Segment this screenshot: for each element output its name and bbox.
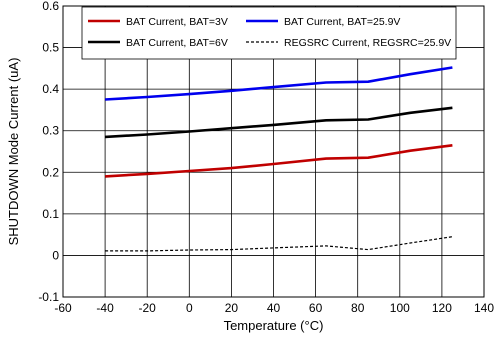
legend-label-1: BAT Current, BAT=25.9V	[284, 16, 400, 28]
x-tick-label: 140	[474, 301, 494, 315]
x-tick-label: 60	[309, 301, 323, 315]
x-tick-label: 80	[351, 301, 365, 315]
y-tick-label: 0.6	[42, 0, 59, 13]
x-tick-label: -60	[54, 301, 72, 315]
y-tick-label: 0.1	[42, 207, 59, 221]
y-tick-label: 0	[52, 248, 59, 262]
series-lines	[105, 66, 453, 252]
legend-box	[81, 6, 457, 60]
y-tick-label: 0.3	[42, 124, 59, 138]
x-tick-label: 40	[267, 301, 281, 315]
x-tick-label: 100	[390, 301, 410, 315]
series-line-0	[105, 144, 453, 178]
x-tick-label: -40	[96, 301, 114, 315]
legend-label-3: REGSRC Current, REGSRC=25.9V	[284, 37, 451, 49]
y-tick-label: -0.1	[38, 290, 59, 304]
x-tick-label: -20	[139, 301, 157, 315]
legend-label-0: BAT Current, BAT=3V	[126, 16, 228, 28]
series-line-1	[105, 66, 453, 101]
legend-label-2: BAT Current, BAT=6V	[126, 37, 228, 49]
y-tick-label: 0.2	[42, 165, 59, 179]
x-tick-label: 20	[225, 301, 239, 315]
legend: BAT Current, BAT=3V BAT Current, BAT=25.9…	[81, 6, 457, 60]
y-tick-label: 0.5	[42, 41, 59, 55]
x-tick-label: 0	[186, 301, 193, 315]
series-line-3	[105, 236, 453, 252]
x-axis-label: Temperature (°C)	[224, 318, 324, 333]
series-line-2	[105, 106, 453, 139]
x-tick-label: 120	[432, 301, 452, 315]
y-axis-label: SHUTDOWN Mode Current (uA)	[6, 58, 21, 246]
plot-frame	[62, 5, 485, 298]
y-tick-label: 0.4	[42, 82, 59, 96]
tick-labels: -60 -40 -20 0 20 40 60 80 100 120 140 -0.1 0 0.1 0.2 0.…	[38, 0, 494, 315]
